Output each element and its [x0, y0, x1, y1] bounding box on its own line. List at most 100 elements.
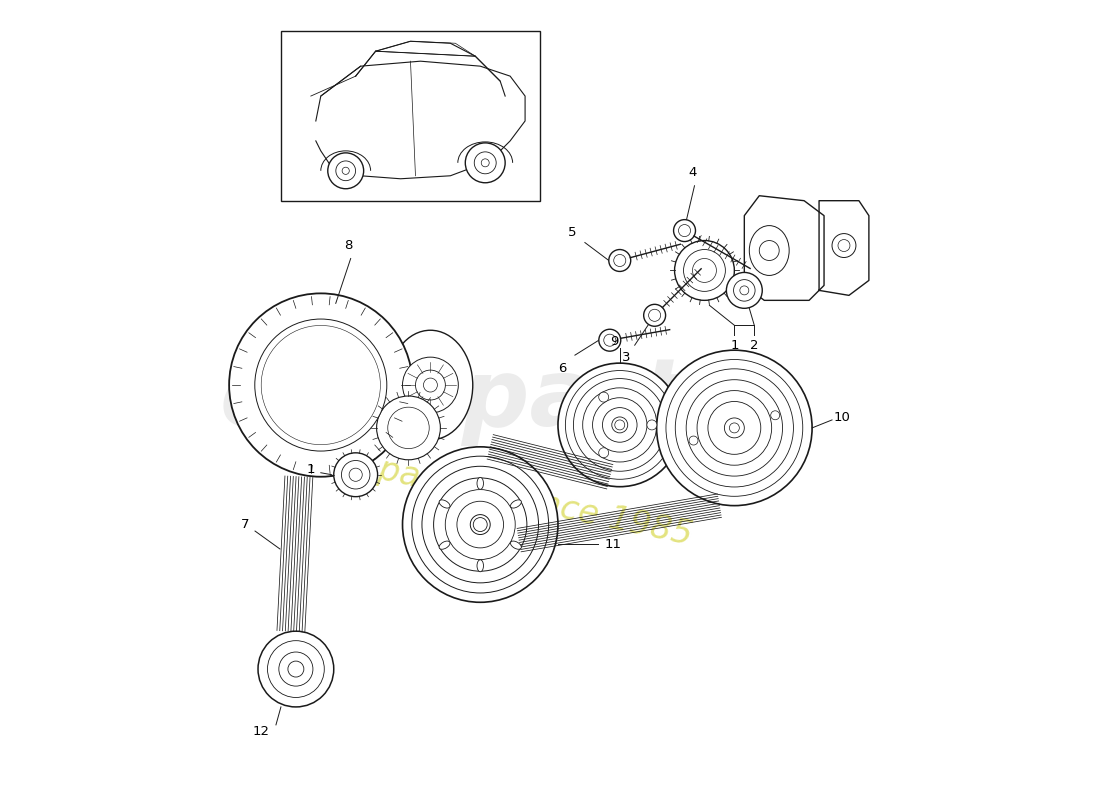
Circle shape — [674, 241, 735, 300]
Circle shape — [598, 448, 608, 458]
Circle shape — [456, 502, 504, 548]
Circle shape — [593, 398, 647, 452]
Ellipse shape — [749, 226, 789, 275]
Circle shape — [349, 468, 362, 482]
Ellipse shape — [477, 560, 484, 572]
Text: 2: 2 — [750, 338, 759, 352]
Polygon shape — [316, 61, 525, 178]
Circle shape — [666, 359, 803, 496]
Ellipse shape — [477, 478, 484, 490]
Circle shape — [729, 423, 739, 433]
Circle shape — [693, 258, 716, 282]
Circle shape — [612, 417, 628, 433]
Text: a passion since 1985: a passion since 1985 — [345, 447, 695, 552]
Circle shape — [598, 392, 608, 402]
Circle shape — [647, 420, 657, 430]
Circle shape — [271, 334, 371, 435]
Circle shape — [725, 418, 745, 438]
Circle shape — [657, 350, 812, 506]
Circle shape — [424, 378, 438, 392]
Circle shape — [267, 332, 374, 438]
Circle shape — [583, 388, 657, 462]
Circle shape — [403, 447, 558, 602]
Circle shape — [573, 378, 667, 471]
Ellipse shape — [510, 500, 521, 508]
FancyBboxPatch shape — [280, 31, 540, 201]
Circle shape — [336, 161, 355, 181]
Circle shape — [328, 153, 364, 189]
Circle shape — [473, 518, 487, 531]
Circle shape — [679, 225, 691, 237]
Circle shape — [734, 280, 755, 301]
Text: 8: 8 — [344, 239, 353, 252]
Text: 11: 11 — [604, 538, 622, 551]
Text: 1: 1 — [307, 463, 315, 476]
Circle shape — [433, 478, 527, 571]
Circle shape — [673, 220, 695, 242]
Circle shape — [266, 330, 376, 440]
Circle shape — [604, 334, 616, 346]
Circle shape — [465, 143, 505, 182]
Circle shape — [644, 304, 666, 326]
Circle shape — [832, 234, 856, 258]
Text: 4: 4 — [689, 166, 696, 179]
Circle shape — [474, 152, 496, 174]
Circle shape — [683, 250, 725, 291]
Circle shape — [675, 369, 793, 487]
Circle shape — [614, 254, 626, 266]
Circle shape — [403, 357, 459, 413]
Circle shape — [446, 490, 515, 559]
Circle shape — [342, 167, 350, 174]
Circle shape — [411, 456, 549, 593]
Circle shape — [649, 310, 661, 322]
Circle shape — [416, 370, 446, 400]
Circle shape — [838, 239, 850, 251]
Text: 1: 1 — [730, 338, 738, 352]
Circle shape — [686, 380, 782, 476]
Circle shape — [565, 370, 674, 479]
Circle shape — [422, 466, 539, 583]
Text: 10: 10 — [834, 411, 850, 425]
Circle shape — [740, 286, 749, 295]
Circle shape — [558, 363, 682, 486]
Circle shape — [258, 631, 333, 707]
Circle shape — [255, 319, 387, 451]
Polygon shape — [745, 196, 824, 300]
Text: 3: 3 — [623, 350, 631, 364]
Circle shape — [771, 410, 780, 420]
Circle shape — [689, 436, 698, 445]
Circle shape — [759, 241, 779, 261]
Circle shape — [608, 250, 630, 271]
Circle shape — [294, 358, 349, 413]
Circle shape — [697, 390, 772, 466]
Circle shape — [311, 375, 331, 395]
Circle shape — [603, 408, 637, 442]
Circle shape — [267, 641, 324, 698]
Circle shape — [726, 273, 762, 308]
Text: 12: 12 — [253, 726, 270, 738]
Circle shape — [481, 159, 490, 167]
Circle shape — [471, 514, 491, 534]
Ellipse shape — [439, 500, 450, 508]
Ellipse shape — [510, 541, 521, 550]
Circle shape — [280, 345, 361, 426]
Circle shape — [288, 661, 304, 677]
Text: 9: 9 — [610, 334, 619, 348]
Ellipse shape — [388, 330, 473, 440]
Circle shape — [278, 652, 312, 686]
Text: europarts: europarts — [219, 354, 741, 446]
Circle shape — [341, 461, 370, 489]
Ellipse shape — [439, 541, 450, 550]
Circle shape — [333, 453, 377, 497]
Circle shape — [275, 339, 366, 431]
Circle shape — [708, 402, 761, 454]
Circle shape — [615, 420, 625, 430]
Circle shape — [388, 407, 429, 449]
Text: 6: 6 — [558, 362, 566, 374]
Text: 7: 7 — [241, 518, 250, 530]
Circle shape — [306, 370, 336, 400]
Circle shape — [598, 330, 620, 351]
Circle shape — [376, 396, 440, 460]
Circle shape — [229, 294, 412, 477]
Text: 5: 5 — [568, 226, 576, 239]
